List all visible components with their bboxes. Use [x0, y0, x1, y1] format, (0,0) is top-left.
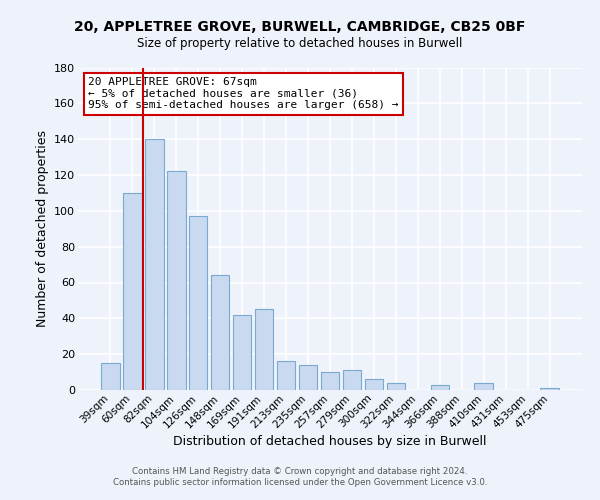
X-axis label: Distribution of detached houses by size in Burwell: Distribution of detached houses by size …: [173, 435, 487, 448]
Bar: [167, 172, 185, 390]
Y-axis label: Number of detached properties: Number of detached properties: [35, 130, 49, 327]
Bar: [255, 310, 274, 390]
Bar: [541, 388, 559, 390]
Bar: [343, 370, 361, 390]
Bar: [233, 315, 251, 390]
Bar: [145, 139, 164, 390]
Bar: [365, 380, 383, 390]
Bar: [475, 383, 493, 390]
Bar: [431, 384, 449, 390]
Text: Contains public sector information licensed under the Open Government Licence v3: Contains public sector information licen…: [113, 478, 487, 487]
Text: Size of property relative to detached houses in Burwell: Size of property relative to detached ho…: [137, 38, 463, 51]
Bar: [211, 276, 229, 390]
Bar: [123, 193, 142, 390]
Text: 20 APPLETREE GROVE: 67sqm
← 5% of detached houses are smaller (36)
95% of semi-d: 20 APPLETREE GROVE: 67sqm ← 5% of detach…: [88, 77, 398, 110]
Bar: [189, 216, 208, 390]
Bar: [386, 383, 405, 390]
Bar: [320, 372, 340, 390]
Text: Contains HM Land Registry data © Crown copyright and database right 2024.: Contains HM Land Registry data © Crown c…: [132, 467, 468, 476]
Text: 20, APPLETREE GROVE, BURWELL, CAMBRIDGE, CB25 0BF: 20, APPLETREE GROVE, BURWELL, CAMBRIDGE,…: [74, 20, 526, 34]
Bar: [101, 363, 119, 390]
Bar: [299, 365, 317, 390]
Bar: [277, 362, 295, 390]
